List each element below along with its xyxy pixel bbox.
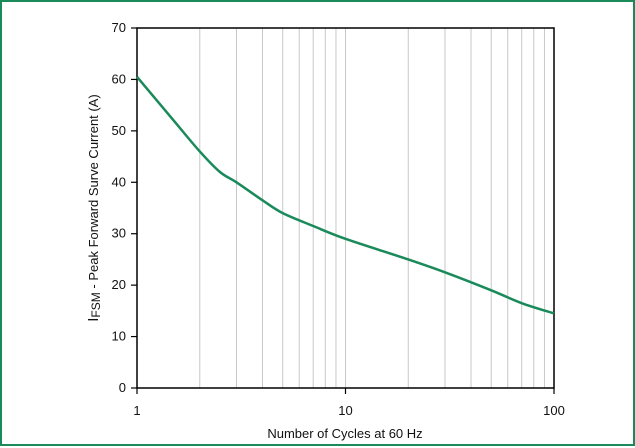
y-axis-title-subscript: FSM <box>89 292 103 317</box>
series-line <box>136 76 555 315</box>
ticks-layer: 0 10 20 30 40 50 60 70 1 10 100 <box>112 20 565 418</box>
grid-layer <box>136 28 555 388</box>
x-axis-title: Number of Cycles at 60 Hz <box>267 426 422 441</box>
y-axis-title: IFSM - Peak Forward Surve Current (A) <box>85 94 103 321</box>
y-axis-title-rest: - Peak Forward Surve Current (A) <box>86 94 101 292</box>
y-tick-label: 40 <box>112 174 126 189</box>
y-tick-label: 20 <box>112 277 126 292</box>
series-layer <box>136 76 555 315</box>
y-axis-title-prefix: I <box>85 318 102 322</box>
y-tick-label: 60 <box>112 71 126 86</box>
y-tick-label: 10 <box>112 329 126 344</box>
y-tick-label: 30 <box>112 226 126 241</box>
y-tick-label: 50 <box>112 123 126 138</box>
y-tick-label: 70 <box>112 20 126 35</box>
x-tick-label: 100 <box>543 403 565 418</box>
x-tick-label: 1 <box>133 403 140 418</box>
y-tick-label: 0 <box>119 380 126 395</box>
x-tick-label: 10 <box>338 403 352 418</box>
